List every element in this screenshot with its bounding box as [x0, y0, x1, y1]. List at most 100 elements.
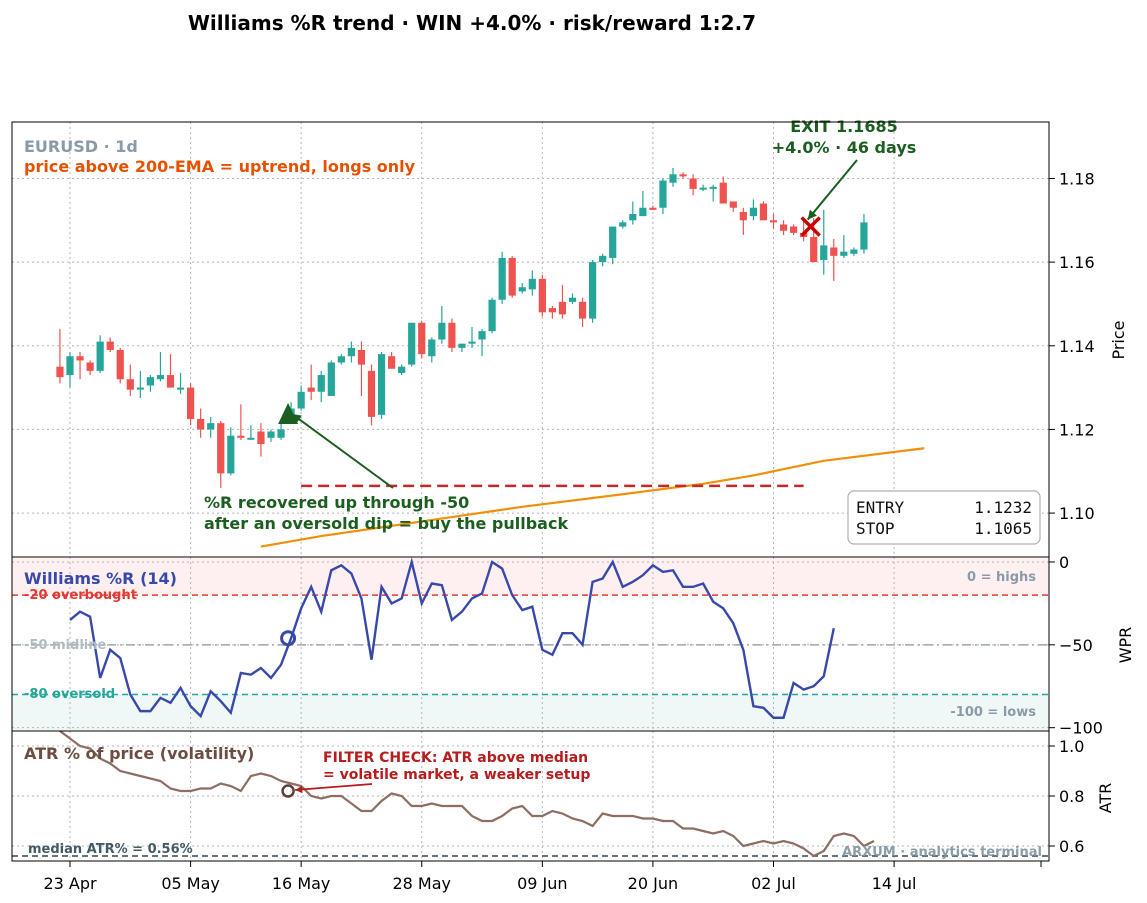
- candle-body: [156, 375, 165, 380]
- candle-body: [377, 354, 386, 415]
- candle-body: [136, 387, 144, 390]
- x-tick-label: 02 Jul: [751, 874, 796, 893]
- williams-r-panel: Williams %R (14) -20 overbought -50 midl…: [11, 553, 1135, 738]
- annotation-line: %R recovered up through -50: [204, 493, 469, 512]
- candle-body: [227, 435, 235, 474]
- candle-body: [669, 174, 677, 183]
- candle-body: [769, 220, 778, 223]
- candle-body: [860, 222, 868, 250]
- stop-value: 1.1065: [974, 519, 1032, 538]
- candle-body: [679, 174, 687, 177]
- candle-body: [398, 366, 406, 373]
- wpr-title: Williams %R (14): [24, 569, 177, 588]
- candle-body: [689, 178, 697, 189]
- entry-value: 1.1232: [974, 498, 1032, 517]
- candle-body: [207, 423, 215, 430]
- candle-body: [347, 347, 355, 357]
- candle-body: [729, 201, 737, 208]
- y-tick-label: −50: [1059, 636, 1093, 655]
- candle-body: [86, 362, 94, 371]
- entry-triangle-marker: [278, 403, 299, 425]
- candle-body: [739, 211, 747, 221]
- candle-body: [759, 203, 768, 221]
- candle-body: [830, 247, 838, 256]
- candle-body: [609, 226, 617, 258]
- y-tick-label: 0: [1059, 553, 1069, 572]
- atr-grid: [12, 731, 1049, 861]
- x-tick-label: 09 Jun: [517, 874, 567, 893]
- candle-body: [498, 257, 506, 300]
- candle-body: [518, 287, 526, 292]
- candle-body: [699, 187, 707, 190]
- midline-label: -50 midline: [24, 638, 106, 653]
- candle-body: [649, 207, 657, 210]
- candle-body: [217, 423, 225, 474]
- wpr-y-axis-label: WPR: [1116, 627, 1135, 664]
- candle-body: [719, 182, 727, 204]
- wpr-signal-circle: [280, 630, 297, 647]
- x-tick-label: 16 May: [272, 874, 331, 893]
- atr-title: ATR % of price (volatility): [24, 744, 254, 763]
- entry-arrow-head: [292, 414, 302, 423]
- candle-body: [709, 186, 717, 189]
- trend-subtitle: price above 200-EMA = uptrend, longs onl…: [24, 157, 416, 176]
- y-tick-label: 1.14: [1059, 337, 1095, 356]
- exit-x-stroke: [800, 216, 821, 237]
- candle-body: [388, 356, 396, 369]
- atr-filter-circle: [281, 784, 295, 798]
- candle-body: [478, 331, 486, 340]
- annotation-line: EXIT 1.1685: [790, 117, 897, 136]
- candle-body: [146, 377, 154, 386]
- ema-200-line: [260, 447, 925, 548]
- candle-body: [448, 322, 456, 348]
- trade-info-box: ENTRY 1.1232 STOP 1.1065: [847, 490, 1041, 545]
- y-tick-label: 1.12: [1059, 420, 1095, 439]
- candle-body: [810, 237, 818, 263]
- candle-body: [659, 180, 667, 208]
- candle-body: [327, 362, 335, 396]
- price-panel: EURUSD · 1d price above 200-EMA = uptren…: [11, 117, 1128, 558]
- candle-body: [297, 391, 305, 409]
- candle-body: [317, 375, 325, 392]
- symbol-label: EURUSD · 1d: [24, 137, 138, 156]
- candle-body: [357, 349, 366, 365]
- price-y-axis: 1.10 1.12 1.14 1.16 1.18: [1049, 169, 1095, 523]
- candle-body: [337, 356, 345, 363]
- overbought-band: [12, 558, 1049, 596]
- candle-body: [408, 322, 416, 365]
- candle-body: [106, 341, 114, 350]
- annotation-line: after an oversold dip = buy the pullback: [204, 514, 568, 533]
- entry-annotation-arrow: [291, 413, 394, 489]
- candle-body: [538, 278, 546, 313]
- atr-panel: ATR % of price (volatility) FILTER CHECK…: [11, 730, 1115, 862]
- candle-body: [96, 341, 104, 371]
- price-y-axis-label: Price: [1109, 320, 1128, 359]
- candle-body: [257, 431, 265, 445]
- x-tick-label: 05 May: [161, 874, 220, 893]
- x-tick-label: 23 Apr: [43, 874, 97, 893]
- candle-body: [418, 322, 426, 355]
- exit-arrow-head: [807, 209, 817, 220]
- stop-label: STOP: [856, 519, 895, 538]
- candle-body: [187, 387, 195, 419]
- x-tick-label: 20 Jun: [628, 874, 678, 893]
- annotation-line: = volatile market, a weaker setup: [323, 767, 590, 783]
- candle-body: [528, 278, 536, 290]
- wpr-y-axis: 0 −50 −100: [1049, 553, 1103, 738]
- candle-body: [790, 226, 798, 233]
- y-tick-label: 1.18: [1059, 169, 1095, 188]
- candle-body: [76, 356, 84, 361]
- candle-body: [277, 429, 285, 438]
- y-tick-label: 1.10: [1059, 504, 1095, 523]
- candle-body: [468, 341, 476, 344]
- candle-body: [589, 262, 597, 319]
- candle-body: [367, 370, 376, 417]
- candle-body: [508, 257, 516, 296]
- candle-body: [116, 349, 124, 380]
- oversold-label: -80 oversold: [24, 687, 115, 702]
- candle-body: [850, 249, 858, 254]
- candle-body: [307, 387, 315, 392]
- candle-body: [578, 301, 587, 319]
- y-tick-label: 0.6: [1059, 837, 1084, 856]
